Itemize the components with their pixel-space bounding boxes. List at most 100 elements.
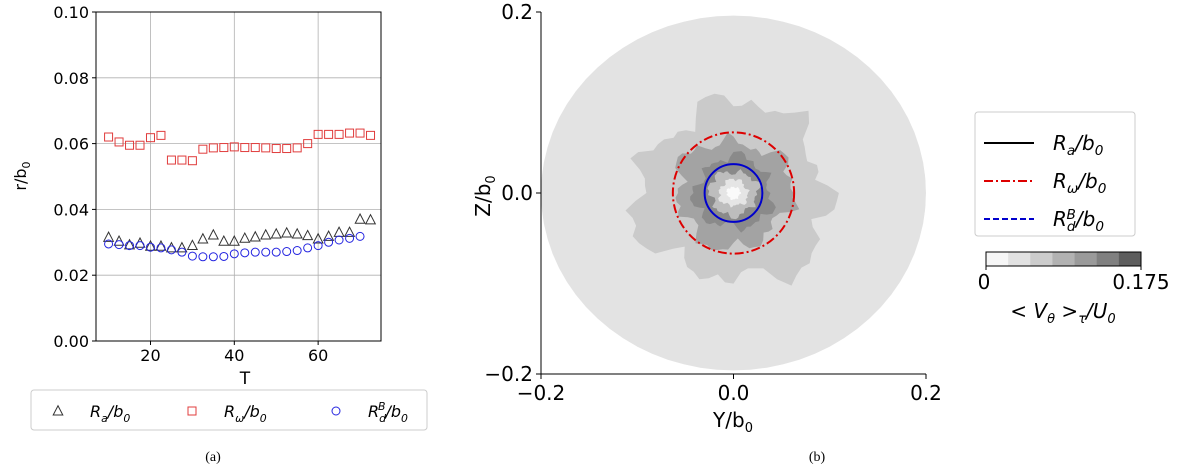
y-tick-label: 0.00 — [53, 332, 89, 351]
data-point-circle — [355, 231, 365, 241]
colorbar-band — [1096, 252, 1120, 266]
data-point-square — [208, 143, 218, 153]
panel-label-b: (b) — [809, 450, 826, 465]
x-tick-labels: 20 40 60 — [140, 346, 328, 365]
legend-label: Rω/b0 — [1053, 169, 1106, 197]
y-tick-label: 0.02 — [53, 266, 89, 285]
panel-label-a: (a) — [205, 450, 221, 465]
data-point-circle — [145, 242, 155, 252]
contour-level — [726, 186, 742, 200]
data-point-square — [303, 139, 313, 149]
data-point-circle — [282, 247, 292, 257]
data-point-circle — [187, 251, 197, 261]
data-point-square — [345, 128, 355, 138]
data-point-circle — [292, 246, 302, 256]
colorbar-max-label: 0.175 — [1112, 270, 1169, 294]
legend-label: Ra/b0 — [90, 402, 130, 425]
data-point-square — [156, 130, 166, 140]
data-point-triangle — [165, 241, 178, 253]
data-point-square — [334, 129, 344, 139]
data-point-triangle — [218, 234, 230, 246]
data-point-square — [282, 144, 292, 154]
radius-circle — [703, 163, 764, 223]
data-point-triangle — [228, 234, 240, 246]
data-point-triangle — [123, 238, 136, 250]
legend-label: Ra/b0 — [1053, 131, 1103, 159]
legend-marker-square — [187, 406, 197, 416]
data-point-square — [135, 140, 145, 150]
data-point-square — [355, 128, 365, 138]
data-point-circle — [135, 241, 145, 251]
data-point-circle — [125, 241, 135, 251]
data-point-circle — [334, 235, 344, 245]
data-point-square — [271, 144, 281, 154]
data-point-square — [187, 156, 197, 166]
x-tick-label: −0.2 — [517, 381, 566, 405]
data-point-square — [313, 129, 323, 139]
colorbar-band — [1074, 252, 1098, 266]
x-axis-label: Y/b0 — [712, 408, 753, 436]
data-point-square — [324, 129, 334, 139]
data-point-square — [219, 143, 229, 153]
data-point-circle — [156, 243, 166, 253]
x-tick-label: 40 — [224, 346, 244, 365]
data-point-triangle — [239, 231, 251, 243]
data-point-triangle — [312, 232, 324, 244]
plot-frame — [95, 11, 382, 342]
y-tick-label: 0.10 — [53, 3, 89, 22]
y-axis-label: Z/b0 — [471, 175, 499, 216]
data-point-circle — [219, 251, 229, 261]
data-point-square — [145, 133, 155, 143]
y-tick-label: −0.2 — [484, 362, 533, 386]
radius-circles — [671, 131, 796, 255]
data-point-circle — [104, 239, 114, 249]
data-point-triangle — [176, 241, 188, 253]
data-point-circle — [229, 249, 239, 259]
colorbar-band — [1118, 252, 1142, 266]
colorbar-band — [986, 252, 1009, 266]
colorbar-label: < Vθ >τ/U0 — [1010, 299, 1115, 327]
data-point-circle — [240, 248, 250, 258]
colorbar — [985, 251, 1142, 270]
x-tick-label: 20 — [140, 346, 160, 365]
legend-marker-circle — [331, 406, 341, 416]
colorbar-band — [1052, 252, 1076, 266]
y-axis-label: r/b0 — [11, 161, 33, 190]
colorbar-band — [1030, 252, 1053, 266]
data-point-triangle — [155, 239, 167, 251]
legend-label: RdB/b0 — [1053, 207, 1104, 235]
y-tick-label: 0.2 — [501, 0, 533, 24]
data-point-circle — [114, 240, 124, 250]
data-point-triangle — [113, 234, 125, 246]
colorbar-band — [1008, 252, 1031, 266]
data-point-triangle — [343, 226, 356, 237]
data-point-circle — [324, 237, 334, 247]
data-point-square — [166, 155, 176, 165]
data-point-triangle — [207, 228, 219, 240]
data-point-circle — [303, 243, 313, 253]
data-point-square — [229, 142, 239, 152]
data-point-square — [114, 137, 124, 147]
data-point-triangle — [281, 226, 293, 238]
data-points — [102, 128, 377, 262]
y-tick-labels: 0.00 0.02 0.04 0.06 0.08 0.10 — [53, 3, 89, 351]
axes-spines — [536, 11, 927, 379]
data-point-square — [125, 140, 135, 150]
data-point-triangle — [186, 239, 199, 251]
data-point-triangle — [364, 213, 377, 225]
data-point-triangle — [197, 232, 209, 244]
data-point-triangle — [260, 228, 272, 240]
legend-label: Rω/b0 — [224, 402, 267, 425]
data-point-square — [261, 143, 271, 153]
data-point-square — [292, 143, 302, 153]
x-tick-label: 0.0 — [718, 381, 750, 405]
data-point-triangle — [291, 227, 303, 239]
legend-box — [30, 389, 428, 431]
data-point-triangle — [144, 239, 157, 251]
data-point-triangle — [354, 212, 366, 224]
data-point-square — [240, 143, 250, 153]
data-point-square — [104, 132, 114, 142]
colorbar-frame — [985, 251, 1142, 267]
data-point-circle — [198, 252, 208, 262]
